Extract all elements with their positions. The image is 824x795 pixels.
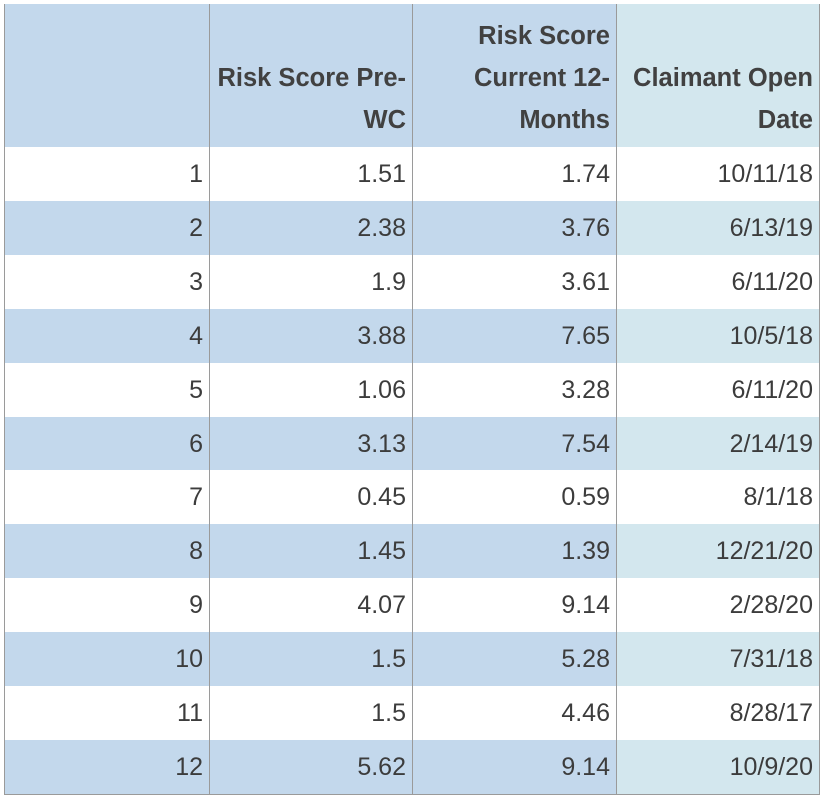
row-index-cell: 6 [4,416,210,471]
risk-score-current-cell: 5.28 [412,632,617,687]
row-index-cell: 10 [4,632,210,687]
risk-score-pre-wc-cell: 1.06 [209,362,413,417]
risk-score-pre-wc-cell: 1.45 [209,524,413,579]
risk-score-pre-wc-cell: 1.5 [209,632,413,687]
row-index-cell: 9 [4,578,210,633]
table-row: 5 1.06 3.28 6/11/20 [4,362,820,417]
table-body: 1 1.51 1.74 10/11/18 2 2.38 3.76 6/13/19 3 1.9 3.6… [4,147,820,795]
risk-score-table: Risk Score Pre-WC Risk Score Current 12-… [4,4,820,795]
header-claimant-open-date: Claimant Open Date [616,4,820,147]
claimant-open-date-cell: 8/28/17 [616,686,820,740]
header-risk-score-pre-wc: Risk Score Pre-WC [209,4,413,147]
row-index-cell: 4 [4,308,210,363]
row-index-cell: 1 [4,147,210,201]
table-row: 4 3.88 7.65 10/5/18 [4,308,820,363]
risk-score-current-cell: 1.39 [412,524,617,579]
row-index-cell: 8 [4,524,210,579]
risk-score-pre-wc-cell: 1.5 [209,686,413,740]
risk-score-pre-wc-cell: 2.38 [209,200,413,255]
risk-score-current-cell: 4.46 [412,686,617,740]
table-row: 11 1.5 4.46 8/28/17 [4,686,820,740]
claimant-open-date-cell: 2/14/19 [616,416,820,471]
risk-score-current-cell: 7.65 [412,308,617,363]
risk-score-current-cell: 9.14 [412,578,617,633]
table-row: 9 4.07 9.14 2/28/20 [4,578,820,633]
risk-score-pre-wc-cell: 5.62 [209,739,413,795]
table-row: 10 1.5 5.28 7/31/18 [4,632,820,687]
risk-score-current-cell: 1.74 [412,147,617,201]
claimant-open-date-cell: 7/31/18 [616,632,820,687]
claimant-open-date-cell: 6/13/19 [616,200,820,255]
risk-score-current-cell: 7.54 [412,416,617,471]
risk-score-pre-wc-cell: 3.13 [209,416,413,471]
claimant-open-date-cell: 10/11/18 [616,147,820,201]
table-row: 12 5.62 9.14 10/9/20 [4,739,820,795]
table-row: 8 1.45 1.39 12/21/20 [4,524,820,579]
claimant-open-date-cell: 10/5/18 [616,308,820,363]
risk-score-pre-wc-cell: 1.9 [209,254,413,309]
row-index-cell: 12 [4,739,210,795]
risk-score-current-cell: 3.61 [412,254,617,309]
risk-score-current-cell: 0.59 [412,470,617,525]
header-index [4,4,210,147]
risk-score-pre-wc-cell: 3.88 [209,308,413,363]
table-row: 3 1.9 3.61 6/11/20 [4,254,820,309]
claimant-open-date-cell: 10/9/20 [616,739,820,795]
row-index-cell: 2 [4,200,210,255]
risk-score-pre-wc-cell: 0.45 [209,470,413,525]
row-index-cell: 3 [4,254,210,309]
table-row: 1 1.51 1.74 10/11/18 [4,147,820,201]
risk-score-pre-wc-cell: 1.51 [209,147,413,201]
risk-score-current-cell: 9.14 [412,739,617,795]
table-header: Risk Score Pre-WC Risk Score Current 12-… [4,4,820,147]
risk-score-pre-wc-cell: 4.07 [209,578,413,633]
table-row: 7 0.45 0.59 8/1/18 [4,470,820,525]
claimant-open-date-cell: 8/1/18 [616,470,820,525]
table-row: 2 2.38 3.76 6/13/19 [4,200,820,255]
row-index-cell: 11 [4,686,210,740]
claimant-open-date-cell: 12/21/20 [616,524,820,579]
row-index-cell: 7 [4,470,210,525]
claimant-open-date-cell: 2/28/20 [616,578,820,633]
claimant-open-date-cell: 6/11/20 [616,362,820,417]
row-index-cell: 5 [4,362,210,417]
header-risk-score-current-12-months: Risk Score Current 12-Months [412,4,617,147]
header-row: Risk Score Pre-WC Risk Score Current 12-… [4,4,820,147]
risk-score-current-cell: 3.28 [412,362,617,417]
table-row: 6 3.13 7.54 2/14/19 [4,416,820,471]
claimant-open-date-cell: 6/11/20 [616,254,820,309]
risk-score-current-cell: 3.76 [412,200,617,255]
